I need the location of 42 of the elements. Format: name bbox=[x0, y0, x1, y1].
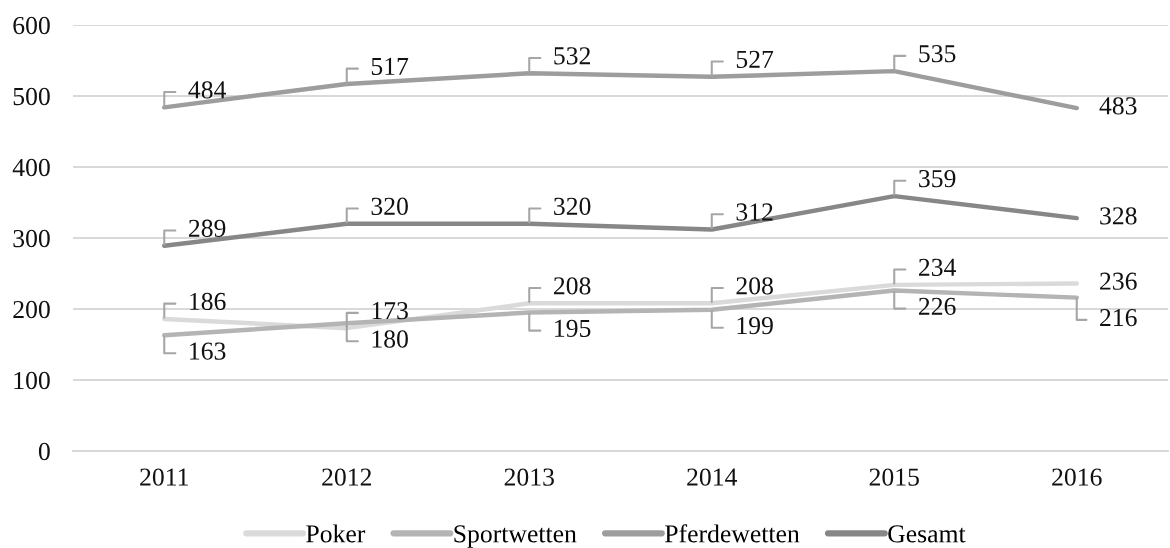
data-label: 180 bbox=[372, 330, 408, 348]
data-label: 199 bbox=[737, 316, 773, 335]
data-label: 216 bbox=[1100, 309, 1137, 327]
legend-label: Sportwetten bbox=[454, 525, 577, 548]
data-label: 289 bbox=[188, 219, 226, 237]
x-tick-label: 2016 bbox=[1052, 468, 1102, 486]
y-tick-label: 0 bbox=[38, 442, 50, 461]
y-tick-label: 400 bbox=[12, 158, 50, 177]
data-label: 483 bbox=[1099, 97, 1137, 115]
legend-label: Gesamt bbox=[888, 525, 966, 543]
data-label: 208 bbox=[553, 277, 591, 295]
data-label: 186 bbox=[190, 292, 226, 311]
data-label: 320 bbox=[371, 197, 408, 215]
data-label: 328 bbox=[1100, 207, 1137, 225]
y-tick-label: 600 bbox=[13, 16, 50, 35]
data-label: 226 bbox=[918, 297, 956, 316]
y-tick-label: 100 bbox=[14, 371, 50, 390]
y-tick-label: 200 bbox=[13, 300, 50, 319]
data-label: 517 bbox=[371, 57, 409, 76]
data-label: 359 bbox=[919, 170, 956, 188]
x-tick-label: 2012 bbox=[322, 468, 372, 486]
x-tick-label: 2013 bbox=[504, 468, 554, 486]
line-series bbox=[162, 193, 1079, 249]
data-label: 484 bbox=[188, 81, 226, 99]
x-tick-label: 2015 bbox=[869, 468, 919, 486]
data-label: 312 bbox=[736, 203, 773, 221]
data-label: 208 bbox=[736, 277, 773, 295]
data-label: 163 bbox=[190, 342, 226, 360]
data-label: 535 bbox=[919, 45, 956, 63]
data-label: 195 bbox=[555, 319, 591, 338]
data-label: 173 bbox=[372, 302, 408, 320]
legend-label: Poker bbox=[306, 524, 366, 543]
data-label: 320 bbox=[554, 197, 591, 215]
y-tick-label: 300 bbox=[13, 229, 50, 248]
x-tick-label: 2011 bbox=[140, 468, 188, 486]
legend-label: Pferdewetten bbox=[665, 524, 800, 543]
data-label: 527 bbox=[736, 50, 774, 68]
data-label: 532 bbox=[554, 47, 590, 65]
x-tick-label: 2014 bbox=[687, 468, 738, 486]
y-tick-label: 500 bbox=[13, 87, 50, 106]
data-label: 236 bbox=[1100, 272, 1137, 290]
data-label: 234 bbox=[918, 258, 956, 277]
